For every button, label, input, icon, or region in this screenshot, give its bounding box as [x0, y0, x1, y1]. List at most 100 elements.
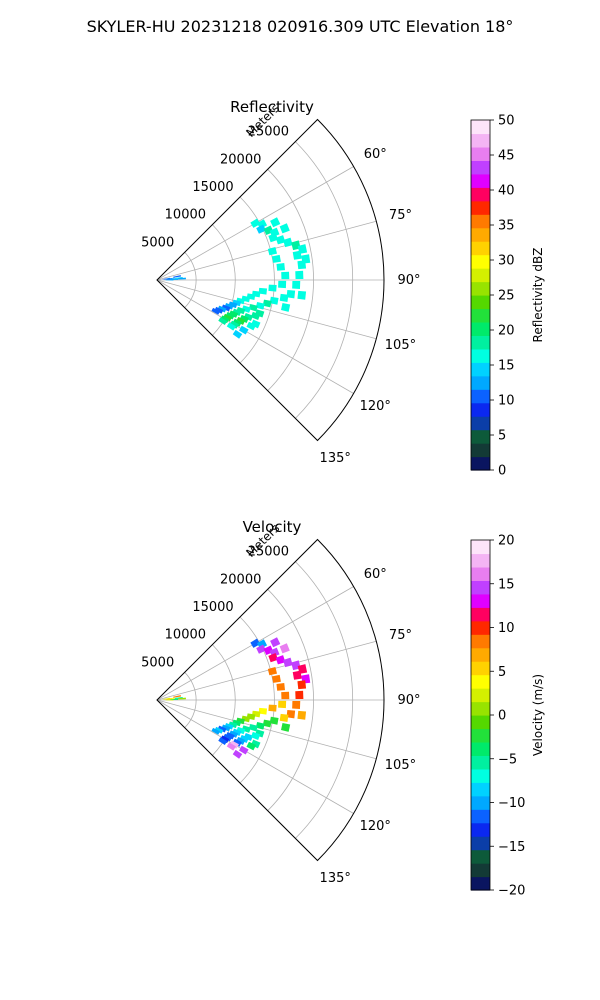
- velocity-colorbar-segment: [471, 540, 490, 555]
- reflectivity-colorbar-segment: [471, 187, 490, 202]
- velocity-colorbar-segment: [471, 661, 490, 676]
- velocity-colorbar-tick-label: −10: [498, 796, 525, 811]
- velocity-angle-tick-label: 75°: [389, 628, 412, 643]
- velocity-data-cell: [278, 700, 287, 709]
- velocity-data-cell: [250, 731, 261, 741]
- reflectivity-data-cell: [292, 250, 302, 260]
- velocity-data-cell: [281, 723, 291, 732]
- reflectivity-data-cell: [229, 310, 239, 318]
- velocity-data-cell: [279, 713, 289, 723]
- velocity-range-tick-label: 5000: [141, 655, 174, 670]
- velocity-data-cell: [283, 657, 293, 668]
- velocity-data-cell: [276, 683, 285, 691]
- reflectivity-angle-tick-label: 90°: [398, 273, 421, 288]
- velocity-colorbar-segment: [471, 849, 490, 864]
- reflectivity-data-cell: [223, 313, 233, 322]
- velocity-data-cell: [256, 644, 267, 654]
- velocity-colorbar-segment: [471, 634, 490, 649]
- velocity-colorbar-segment: [471, 795, 490, 810]
- reflectivity-angle-gridline: [156, 279, 377, 340]
- reflectivity-colorbar-segment: [471, 146, 490, 161]
- reflectivity-colorbar-segment: [471, 214, 490, 229]
- velocity-data-cell: [236, 726, 246, 735]
- reflectivity-colorbar-segment: [471, 443, 490, 458]
- velocity-data-cell: [262, 719, 272, 728]
- velocity-colorbar-segment: [471, 674, 490, 689]
- velocity-sector-outline: [156, 538, 385, 862]
- velocity-data-cell: [229, 730, 239, 738]
- velocity-data-cell: [239, 745, 249, 755]
- reflectivity-colorbar-segment: [471, 362, 490, 377]
- velocity-range-tick-label: 10000: [165, 628, 206, 643]
- reflectivity-colorbar-segment: [471, 348, 490, 363]
- figure-title: SKYLER-HU 20231218 020916.309 UTC Elevat…: [87, 17, 514, 36]
- reflectivity-colorbar-tick-label: 15: [498, 359, 515, 374]
- reflectivity-colorbar-segment: [471, 227, 490, 242]
- reflectivity-data-cell: [165, 279, 174, 281]
- velocity-data-cell: [232, 728, 242, 737]
- reflectivity-data-cell: [297, 260, 307, 270]
- reflectivity-data-cell: [255, 302, 265, 310]
- reflectivity-angle-tick-label: 135°: [320, 451, 351, 466]
- reflectivity-data-cell: [250, 311, 261, 321]
- velocity-sector: 60° 75° 90° 105° 120° 135° 5000 10000 15000 20000…: [141, 538, 421, 886]
- reflectivity-data-cell: [270, 217, 281, 228]
- reflectivity-data-cell: [164, 278, 172, 280]
- reflectivity-colorbar-tick-label: 25: [498, 289, 515, 304]
- velocity-range-tick-label: 25000: [248, 545, 289, 560]
- velocity-angle-tick-label: 60°: [364, 567, 387, 582]
- reflectivity-data-cell: [279, 293, 289, 303]
- reflectivity-data-cell: [178, 277, 186, 280]
- velocity-data-cell: [268, 704, 277, 712]
- velocity-data-cell: [279, 643, 290, 654]
- reflectivity-data-cell: [225, 312, 235, 320]
- reflectivity-colorbar-label: Reflectivity dBZ: [531, 248, 545, 343]
- reflectivity-angle-tick-label: 105°: [385, 338, 416, 353]
- reflectivity-range-tick-label: 15000: [192, 180, 233, 195]
- reflectivity-data-cell: [281, 271, 290, 280]
- reflectivity-colorbar-tick-label: 45: [498, 149, 515, 164]
- velocity-colorbar-segment: [471, 876, 490, 891]
- reflectivity-data-cell: [211, 307, 221, 315]
- velocity-data-cell: [218, 737, 228, 746]
- reflectivity-data-cell: [267, 246, 278, 256]
- velocity-angle-tick-label: 135°: [320, 871, 351, 886]
- reflectivity-colorbar-segment: [471, 335, 490, 350]
- reflectivity-colorbar-tick-label: 10: [498, 394, 515, 409]
- velocity-data-cell: [250, 638, 261, 648]
- reflectivity-colorbar-segment: [471, 321, 490, 336]
- velocity-colorbar-segment: [471, 768, 490, 783]
- velocity-colorbar-segment: [471, 863, 490, 878]
- velocity-colorbar-tick-label: 0: [498, 709, 506, 724]
- reflectivity-colorbar-segment: [471, 268, 490, 283]
- reflectivity-colorbar-tick-label: 35: [498, 219, 515, 234]
- velocity-colorbar-segment: [471, 553, 490, 568]
- reflectivity-colorbar-segment: [471, 375, 490, 390]
- reflectivity-data-cell: [272, 254, 281, 263]
- velocity-colorbar-tick-label: −20: [498, 884, 525, 899]
- reflectivity-data-cell: [232, 318, 242, 327]
- velocity-data-cell: [224, 722, 234, 730]
- reflectivity-colorbar: 0 5 10 15 20 25 30 35 40 45 50: [470, 114, 515, 479]
- velocity-panel: Velocity 60° 75° 90° 105° 120° 135° 5000 10000 1…: [141, 518, 545, 899]
- velocity-data-cell: [232, 738, 242, 747]
- reflectivity-colorbar-tick-label: 0: [498, 464, 506, 479]
- reflectivity-colorbar-tick-label: 40: [498, 184, 515, 199]
- reflectivity-data-cell: [218, 317, 228, 326]
- reflectivity-colorbar-segment: [471, 308, 490, 323]
- reflectivity-data-cell: [229, 320, 239, 329]
- velocity-data-cell: [258, 707, 268, 715]
- reflectivity-data-cell: [297, 290, 307, 300]
- velocity-data-cell: [217, 725, 227, 733]
- reflectivity-angle-tick-label: 75°: [389, 208, 412, 223]
- velocity-colorbar-tick-label: 10: [498, 621, 515, 636]
- velocity-data-cell: [165, 699, 174, 701]
- reflectivity-data-cell: [250, 218, 261, 228]
- velocity-data-cell: [250, 739, 261, 749]
- reflectivity-range-tick-label: 20000: [220, 152, 261, 167]
- velocity-colorbar-segment: [471, 728, 490, 743]
- reflectivity-sector-outline: [156, 118, 385, 442]
- velocity-data-cell: [239, 734, 249, 743]
- velocity-data-cell: [295, 690, 304, 700]
- velocity-colorbar-segment: [471, 607, 490, 622]
